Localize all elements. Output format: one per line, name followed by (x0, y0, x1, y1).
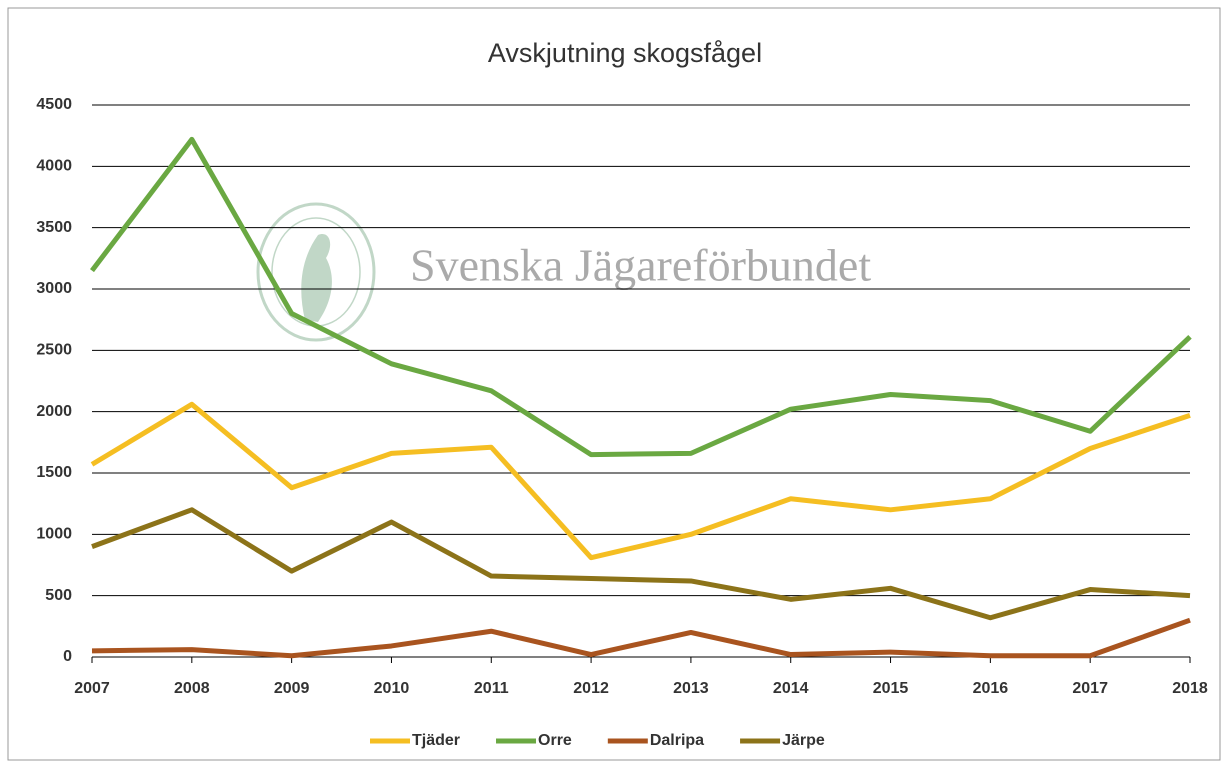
y-tick-label: 2000 (36, 403, 72, 420)
legend-label: Tjäder (412, 732, 460, 749)
watermark-logo (256, 202, 376, 342)
x-tick-label: 2011 (474, 680, 509, 697)
x-tick-label: 2012 (573, 680, 609, 697)
line-series (91, 617, 1191, 659)
y-tick-label: 4000 (36, 158, 72, 175)
y-tick-label: 1000 (36, 526, 72, 543)
y-tick-label: 3500 (36, 219, 72, 236)
x-tick-label: 2008 (174, 680, 210, 697)
y-tick-label: 2500 (36, 342, 72, 359)
line-series (90, 401, 1191, 561)
x-tick-label: 2016 (973, 680, 1009, 697)
y-tick-label: 4500 (36, 96, 72, 113)
y-tick-label: 0 (63, 648, 72, 665)
y-tick-label: 3000 (36, 280, 72, 297)
watermark: Svenska Jägareförbundet (410, 240, 871, 291)
x-tick-label: 2007 (74, 680, 110, 697)
line-series (91, 507, 1191, 621)
x-tick-label: 2017 (1072, 680, 1108, 697)
x-tick-label: 2013 (673, 680, 709, 697)
legend-label: Järpe (782, 732, 825, 749)
y-tick-label: 500 (45, 587, 72, 604)
chart-title: Avskjutning skogsfågel (488, 38, 762, 68)
chart-frame (7, 7, 1221, 761)
y-tick-label: 1500 (36, 464, 72, 481)
x-tick-label: 2014 (773, 680, 809, 697)
line-series (90, 136, 1192, 458)
x-tick-label: 2018 (1172, 680, 1208, 697)
legend-label: Orre (538, 732, 572, 749)
legend-label: Dalripa (650, 732, 704, 749)
x-tick-label: 2009 (274, 680, 310, 697)
x-tick-label: 2015 (873, 680, 909, 697)
x-tick-label: 2010 (374, 680, 410, 697)
